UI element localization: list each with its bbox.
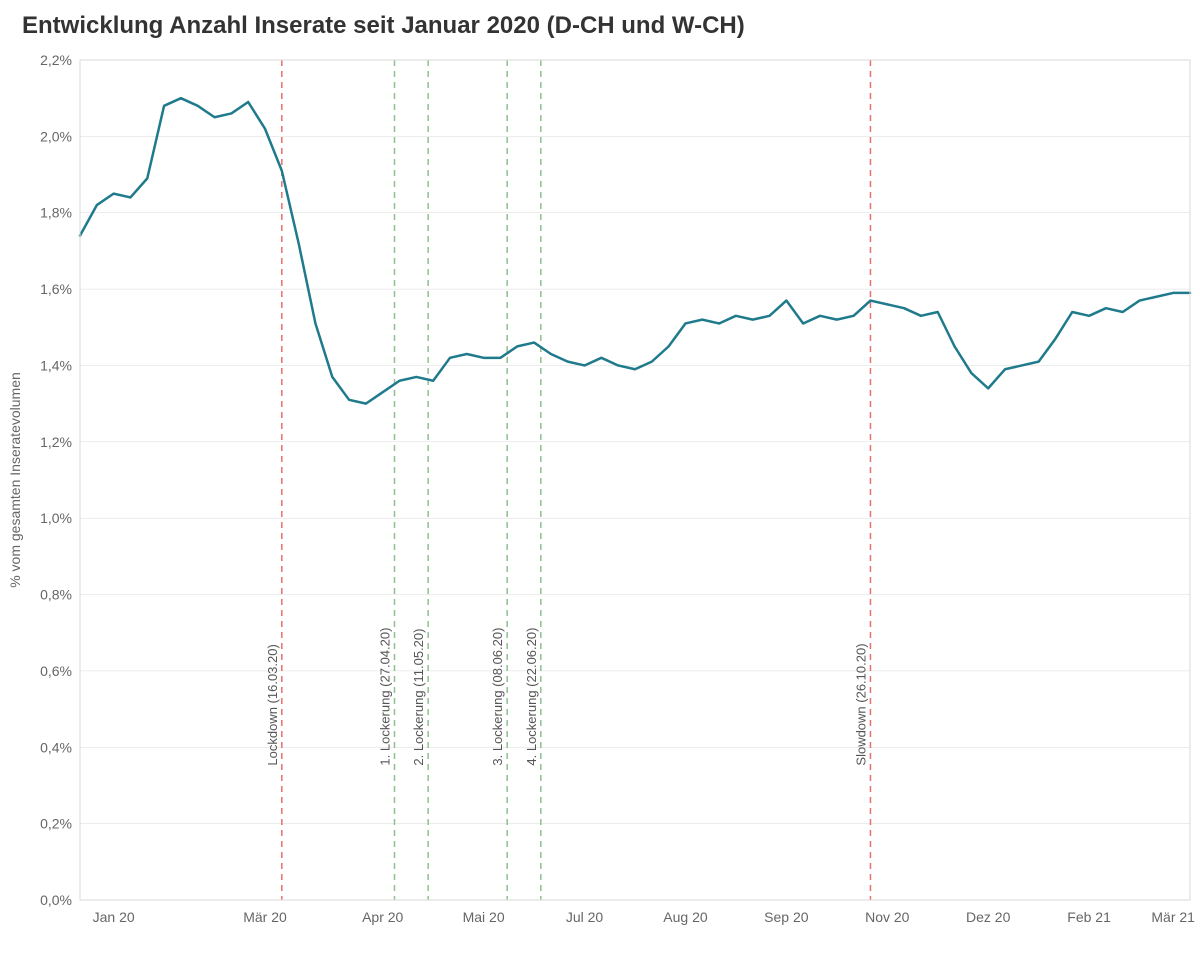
y-axis-title: % vom gesamten Inseratevolumen xyxy=(7,372,23,588)
y-tick-label: 1,4% xyxy=(40,357,72,373)
chart-title: Entwicklung Anzahl Inserate seit Januar … xyxy=(22,12,745,40)
y-tick-label: 0,6% xyxy=(40,663,72,679)
y-tick-label: 1,2% xyxy=(40,434,72,450)
x-tick-label: Jul 20 xyxy=(566,909,604,925)
y-tick-label: 0,4% xyxy=(40,739,72,755)
y-tick-label: 0,0% xyxy=(40,892,72,908)
y-tick-label: 2,0% xyxy=(40,128,72,144)
line-chart: 0,0% 0,2% 0,4% 0,6% 0,8% 1,0% 1,2% 1,4% 1,6% 1,8%… xyxy=(0,50,1200,960)
y-tick-label: 2,2% xyxy=(40,52,72,68)
x-tick-label: Mär 20 xyxy=(243,909,287,925)
y-tick-label: 0,8% xyxy=(40,587,72,603)
x-tick-label: Dez 20 xyxy=(966,909,1011,925)
chart-container: Entwicklung Anzahl Inserate seit Januar … xyxy=(0,0,1200,960)
x-tick-label: Aug 20 xyxy=(663,909,708,925)
x-tick-label: Apr 20 xyxy=(362,909,403,925)
y-tick-label: 1,8% xyxy=(40,205,72,221)
event-line-label: 3. Lockerung (08.06.20) xyxy=(490,628,505,766)
x-tick-label: Mär 21 xyxy=(1151,909,1195,925)
event-line-label: 2. Lockerung (11.05.20) xyxy=(411,629,426,766)
x-tick-label: Sep 20 xyxy=(764,909,809,925)
event-line-label: 4. Lockerung (22.06.20) xyxy=(524,628,539,766)
y-tick-label: 1,6% xyxy=(40,281,72,297)
y-tick-label: 1,0% xyxy=(40,510,72,526)
x-tick-label: Jan 20 xyxy=(93,909,135,925)
x-tick-label: Feb 21 xyxy=(1067,909,1111,925)
y-tick-label: 0,2% xyxy=(40,816,72,832)
event-line-label: 1. Lockerung (27.04.20) xyxy=(378,628,393,766)
event-line-label: Lockdown (16.03.20) xyxy=(265,644,280,765)
x-tick-label: Nov 20 xyxy=(865,909,910,925)
x-tick-label: Mai 20 xyxy=(463,909,505,925)
event-line-label: Slowdown (26.10.20) xyxy=(853,643,868,765)
